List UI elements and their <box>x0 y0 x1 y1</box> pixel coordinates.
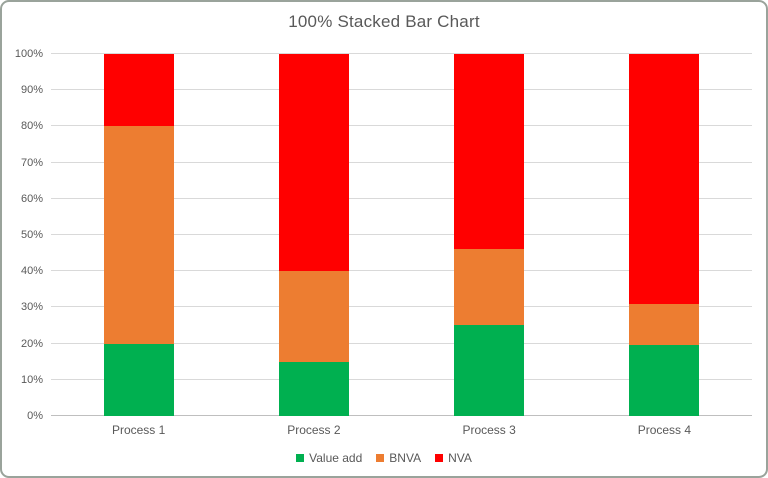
y-tick-label: 30% <box>20 301 43 314</box>
gridlines <box>51 53 752 416</box>
stacked-bar-process-4 <box>629 54 700 416</box>
gridline <box>51 161 752 163</box>
legend-swatch-icon <box>435 454 444 462</box>
y-tick-label: 70% <box>20 156 43 169</box>
bar-segment-nva <box>103 54 174 127</box>
y-tick-label: 90% <box>20 84 43 97</box>
bar-slot-process-3 <box>402 54 577 416</box>
bar-slot-process-1 <box>51 54 226 416</box>
y-axis-tick-labels: 0% 10% 20% 30% 40% 50% 60% 70% 80% 90% 100% <box>2 48 45 422</box>
bar-segment-value-add <box>278 361 349 416</box>
x-axis-category-labels: Process 1 Process 2 Process 3 Process 4 <box>51 423 752 437</box>
y-tick-label: 60% <box>20 192 43 205</box>
bar-segment-bnva <box>278 271 349 362</box>
y-tick-label: 10% <box>20 373 43 386</box>
gridline <box>51 306 752 308</box>
gridline <box>51 234 752 235</box>
stacked-bar-process-1 <box>103 54 174 416</box>
gridline <box>51 378 752 380</box>
y-tick-label: 50% <box>20 229 43 241</box>
gridline <box>51 197 752 199</box>
x-category-label: Process 4 <box>637 423 692 437</box>
x-category-label: Process 3 <box>462 423 516 437</box>
chart-title: 100% Stacked Bar Chart <box>288 12 480 31</box>
x-axis-line <box>51 415 752 416</box>
bar-segment-value-add <box>629 345 700 416</box>
y-tick-label: 100% <box>14 48 43 60</box>
stacked-bar-process-2 <box>278 54 349 416</box>
y-tick-label: 80% <box>20 120 43 133</box>
legend-swatch-icon <box>296 454 305 462</box>
plot-area <box>51 53 752 416</box>
bar-segment-bnva <box>454 249 525 326</box>
y-tick-label: 20% <box>20 337 43 350</box>
bar-segment-nva <box>454 54 525 250</box>
bar-segment-value-add <box>454 325 525 416</box>
bars-layer <box>51 54 752 416</box>
x-category-label: Process 1 <box>111 423 166 437</box>
gridline <box>51 342 752 344</box>
gridline <box>51 53 752 54</box>
legend-item-bnva: BNVA <box>376 451 421 465</box>
gridline <box>51 89 752 91</box>
stacked-bar-process-3 <box>454 54 525 416</box>
bar-segment-value-add <box>103 343 174 416</box>
bar-segment-nva <box>278 54 349 272</box>
x-category-label: Process 2 <box>287 423 341 437</box>
legend-label: NVA <box>448 451 472 465</box>
bar-slot-process-4 <box>577 54 752 416</box>
bar-slot-process-2 <box>226 54 401 416</box>
legend-swatch-icon <box>376 454 385 462</box>
y-tick-label: 40% <box>20 265 43 278</box>
bar-segment-nva <box>629 54 700 304</box>
legend: Value add BNVA NVA <box>2 451 766 465</box>
legend-label: Value add <box>309 451 363 465</box>
y-tick-label: 0% <box>27 410 43 422</box>
gridline <box>51 125 752 127</box>
gridline <box>51 270 752 272</box>
bar-segment-bnva <box>629 303 700 346</box>
legend-label: BNVA <box>389 451 422 465</box>
bar-segment-bnva <box>103 126 174 344</box>
legend-item-nva: NVA <box>435 451 472 465</box>
legend-item-value-add: Value add <box>296 451 362 465</box>
